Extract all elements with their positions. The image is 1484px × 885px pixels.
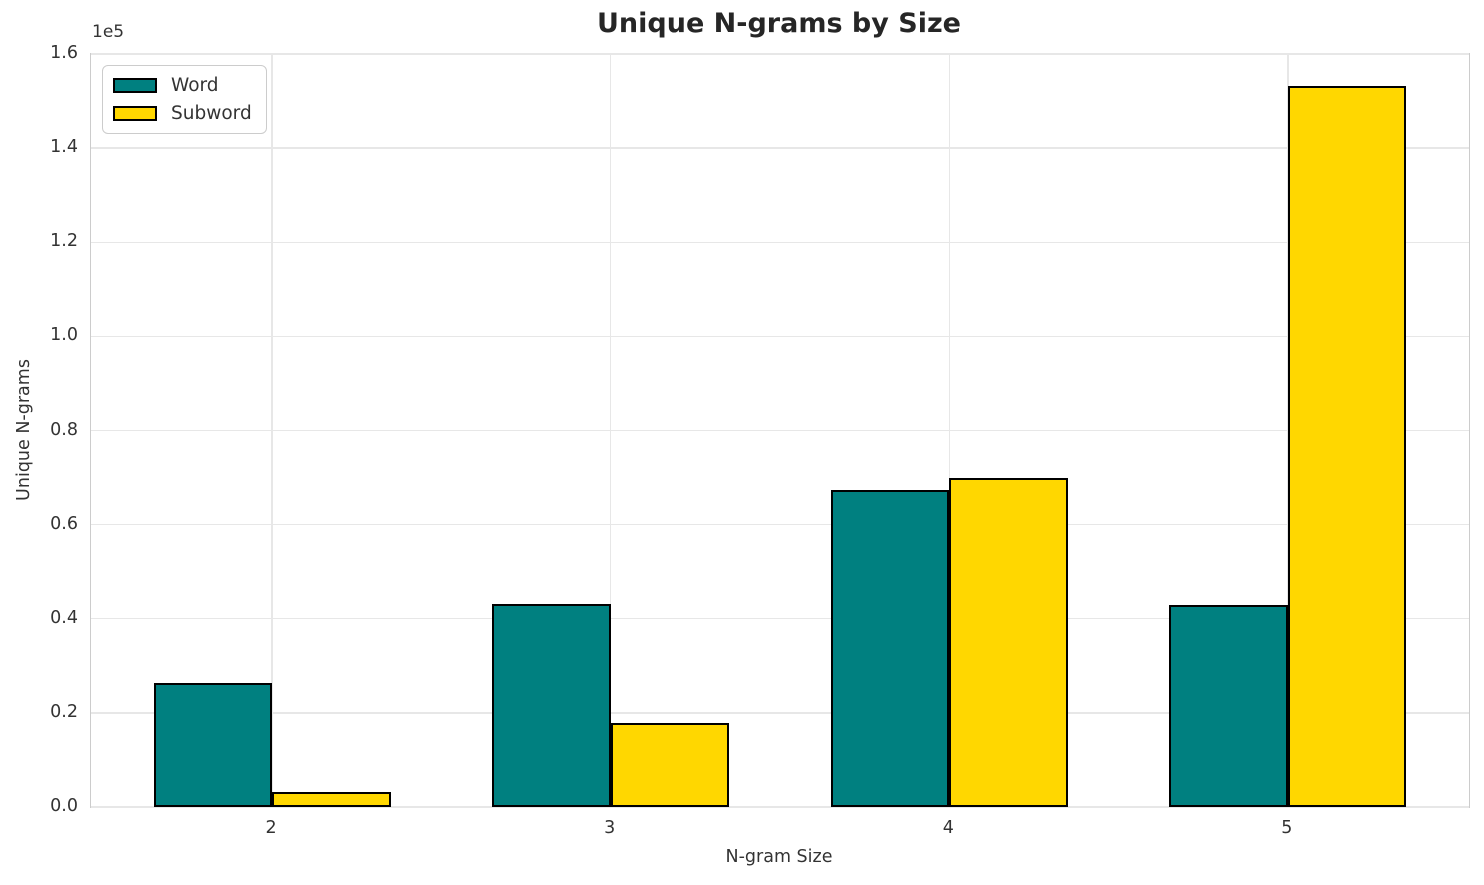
y-tick-label: 1.0 [50,325,78,346]
plot-area: Word Subword [90,53,1470,808]
v-gridline [610,54,612,807]
h-gridline [91,618,1469,620]
bar-subword-3 [610,722,730,807]
h-gridline [91,147,1469,149]
legend: Word Subword [102,65,267,134]
x-tick-label: 4 [942,818,954,838]
y-tick-label: 0.2 [50,701,78,722]
y-tick-label: 1.4 [50,137,78,158]
bar-word-3 [492,603,611,807]
x-tick-label: 5 [1281,818,1293,838]
y-tick-label: 1.6 [50,43,78,63]
y-axis-offset-label: 1e5 [92,22,125,42]
legend-item-word: Word [113,75,252,96]
bar-word-5 [1169,604,1288,807]
chart-title: Unique N-grams by Size [597,8,961,39]
legend-swatch-subword [113,106,157,121]
h-gridline [91,241,1469,243]
bar-subword-5 [1287,85,1407,807]
y-tick-label: 0.8 [50,419,78,440]
h-gridline [91,335,1469,338]
x-axis-label: N-gram Size [725,847,833,867]
legend-label: Word [171,75,219,96]
legend-label: Subword [171,103,252,124]
v-gridline [271,54,273,807]
h-gridline [91,429,1469,432]
h-gridline [91,53,1469,55]
bar-subword-2 [272,791,391,807]
h-gridline [91,523,1469,526]
y-tick-label: 1.2 [50,231,78,252]
bar-word-4 [830,490,950,807]
bar-word-2 [153,683,273,807]
v-gridline [1287,54,1289,807]
x-tick-label: 2 [265,818,277,838]
legend-item-subword: Subword [113,103,252,124]
legend-swatch-word [113,78,157,93]
h-gridline [91,712,1469,714]
x-tick-label: 3 [604,818,616,838]
y-tick-label: 0.6 [50,513,78,534]
h-gridline [91,806,1469,808]
bar-subword-4 [949,478,1068,807]
v-gridline [948,54,950,807]
y-tick-label: 0.0 [50,796,78,816]
y-tick-label: 0.4 [50,607,78,628]
